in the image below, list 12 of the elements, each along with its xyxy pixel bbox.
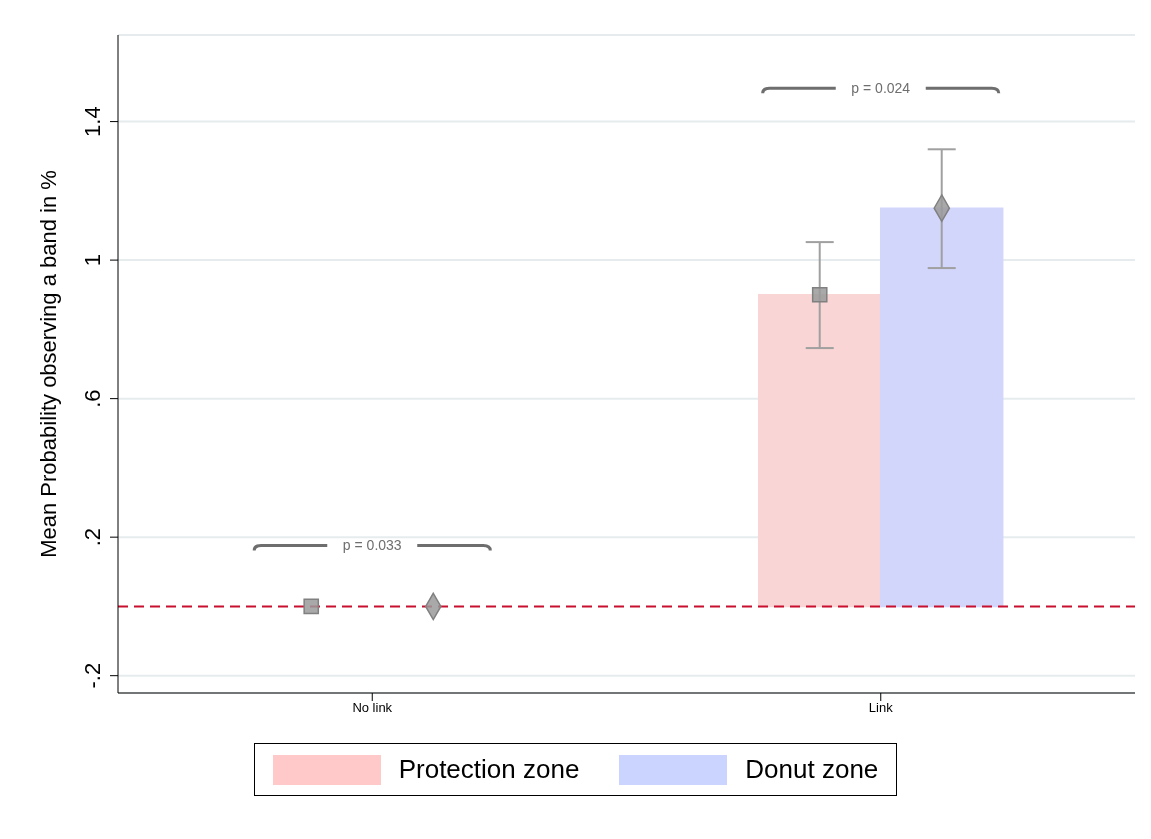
y-tick-label: 1 [80,253,105,267]
y-axis-title: Mean Probability observing a band in % [35,170,61,558]
x-tick-label: No link [352,700,393,716]
legend-label: Protection zone [398,754,580,785]
annotation: p = 0.033 [342,537,402,554]
y-tick-label: .6 [80,389,105,408]
y-tick-label: 1.4 [80,106,105,137]
legend-label: Donut zone [745,754,879,785]
x-tick-label: Link [868,700,894,716]
y-tick-label: .2 [80,527,105,547]
y-tick-label: -.2 [80,662,105,689]
annotation: p = 0.024 [851,80,911,97]
